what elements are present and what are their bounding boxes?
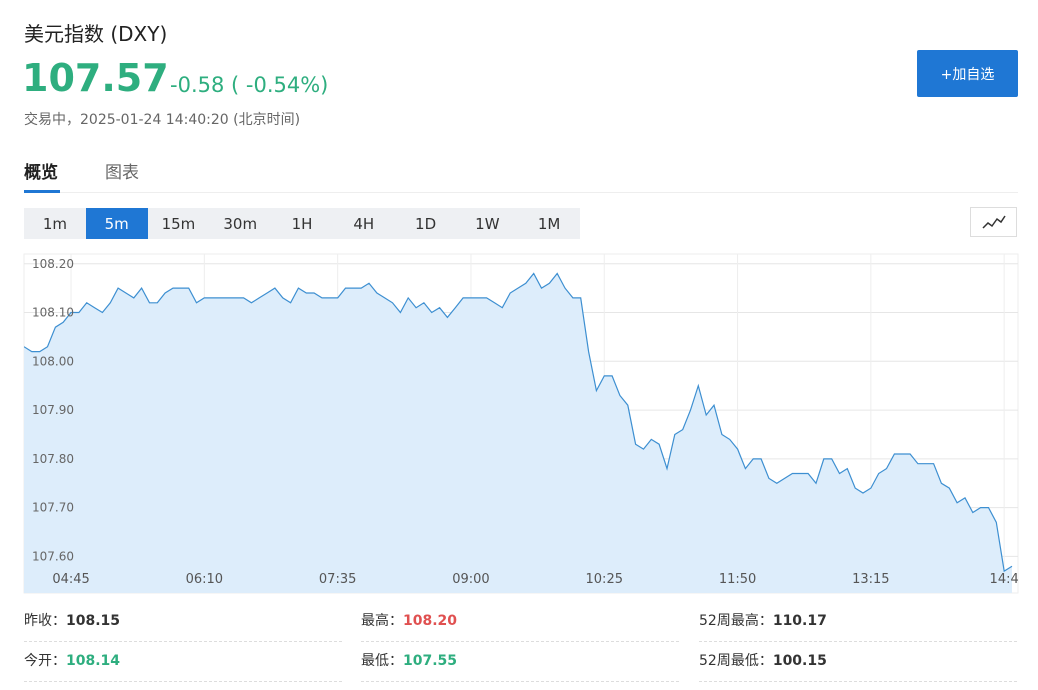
- x-tick-label: 13:15: [852, 572, 889, 587]
- x-tick-label: 06:10: [186, 572, 223, 587]
- stat-label: 今开：: [24, 653, 66, 669]
- tab[interactable]: 图表: [105, 163, 139, 183]
- stat-item: 今开：108.14: [24, 650, 120, 670]
- stat-value: 108.15: [66, 613, 121, 629]
- tab-divider: [24, 192, 1018, 193]
- interval-option[interactable]: 1D: [415, 214, 437, 233]
- stat-divider: [699, 641, 1017, 642]
- stat-value: 100.15: [772, 653, 827, 669]
- stat-item: 最低：107.55: [361, 650, 457, 670]
- tab[interactable]: 概览: [24, 163, 58, 183]
- x-tick-label: 09:00: [452, 572, 489, 587]
- x-tick-label: 14:4: [990, 572, 1019, 587]
- interval-option[interactable]: 1H: [291, 214, 313, 233]
- stat-value: 108.14: [66, 653, 121, 669]
- interval-option[interactable]: 4H: [353, 214, 375, 233]
- stat-item: 最高：108.20: [361, 610, 457, 630]
- interval-option[interactable]: 1M: [537, 214, 561, 233]
- interval-option[interactable]: 30m: [223, 214, 258, 233]
- y-tick-label: 107.80: [32, 452, 74, 466]
- title: 美元指数 (DXY): [24, 22, 168, 46]
- stat-item: 52周最低：100.15: [699, 650, 827, 670]
- stat-divider: [24, 641, 342, 642]
- x-tick-label: 11:50: [719, 572, 756, 587]
- y-tick-label: 107.60: [32, 549, 74, 563]
- x-tick-label: 07:35: [319, 572, 356, 587]
- chart-style-button[interactable]: [970, 207, 1017, 237]
- y-tick-label: 108.10: [32, 306, 74, 320]
- add-watchlist-button[interactable]: +加自选: [917, 50, 1018, 97]
- status: 交易中，2025-01-24 14:40:20 (北京时间): [24, 112, 301, 128]
- chart: 107.60 107.70 107.80 107.90 108.00 108.10 108.…: [23, 253, 1019, 594]
- change: -0.58 ( -0.54%): [170, 73, 329, 97]
- interval-option[interactable]: 5m: [85, 208, 148, 239]
- y-tick-label: 107.70: [32, 501, 74, 515]
- stat-value: 108.20: [403, 613, 458, 629]
- x-tick-label: 04:45: [52, 572, 89, 587]
- x-tick-label: 10:25: [586, 572, 623, 587]
- y-tick-label: 107.90: [32, 403, 74, 417]
- stat-label: 昨收：: [24, 613, 66, 629]
- interval-option[interactable]: 15m: [161, 214, 196, 233]
- interval-option[interactable]: 1m: [42, 214, 67, 233]
- stat-item: 52周最高：110.17: [699, 610, 827, 630]
- price: 107.57: [22, 56, 169, 100]
- stat-label: 52周最低：: [699, 653, 773, 669]
- area: [24, 273, 1012, 593]
- stat-value: 107.55: [403, 653, 458, 669]
- stat-divider: [699, 681, 1017, 682]
- y-tick-label: 108.00: [32, 354, 74, 368]
- stat-label: 最高：: [361, 613, 403, 629]
- stat-value: 110.17: [772, 613, 827, 629]
- stat-label: 最低：: [361, 653, 403, 669]
- line-icon: [982, 215, 1006, 229]
- interval-bar: 1m 5m 15m 30m 1H 4H 1D 1W 1M: [24, 208, 580, 239]
- interval-option[interactable]: 1W: [475, 214, 500, 233]
- stat-divider: [361, 641, 679, 642]
- stat-divider: [361, 681, 679, 682]
- stat-item: 昨收：108.15: [24, 610, 120, 630]
- y-tick-label: 108.20: [32, 257, 74, 271]
- stat-divider: [24, 681, 342, 682]
- tab-indicator: [24, 190, 60, 193]
- plot: 107.60 107.70 107.80 107.90 108.00 108.10 108.…: [24, 254, 1019, 593]
- price-line: [24, 272, 1013, 573]
- stat-label: 52周最高：: [699, 613, 773, 629]
